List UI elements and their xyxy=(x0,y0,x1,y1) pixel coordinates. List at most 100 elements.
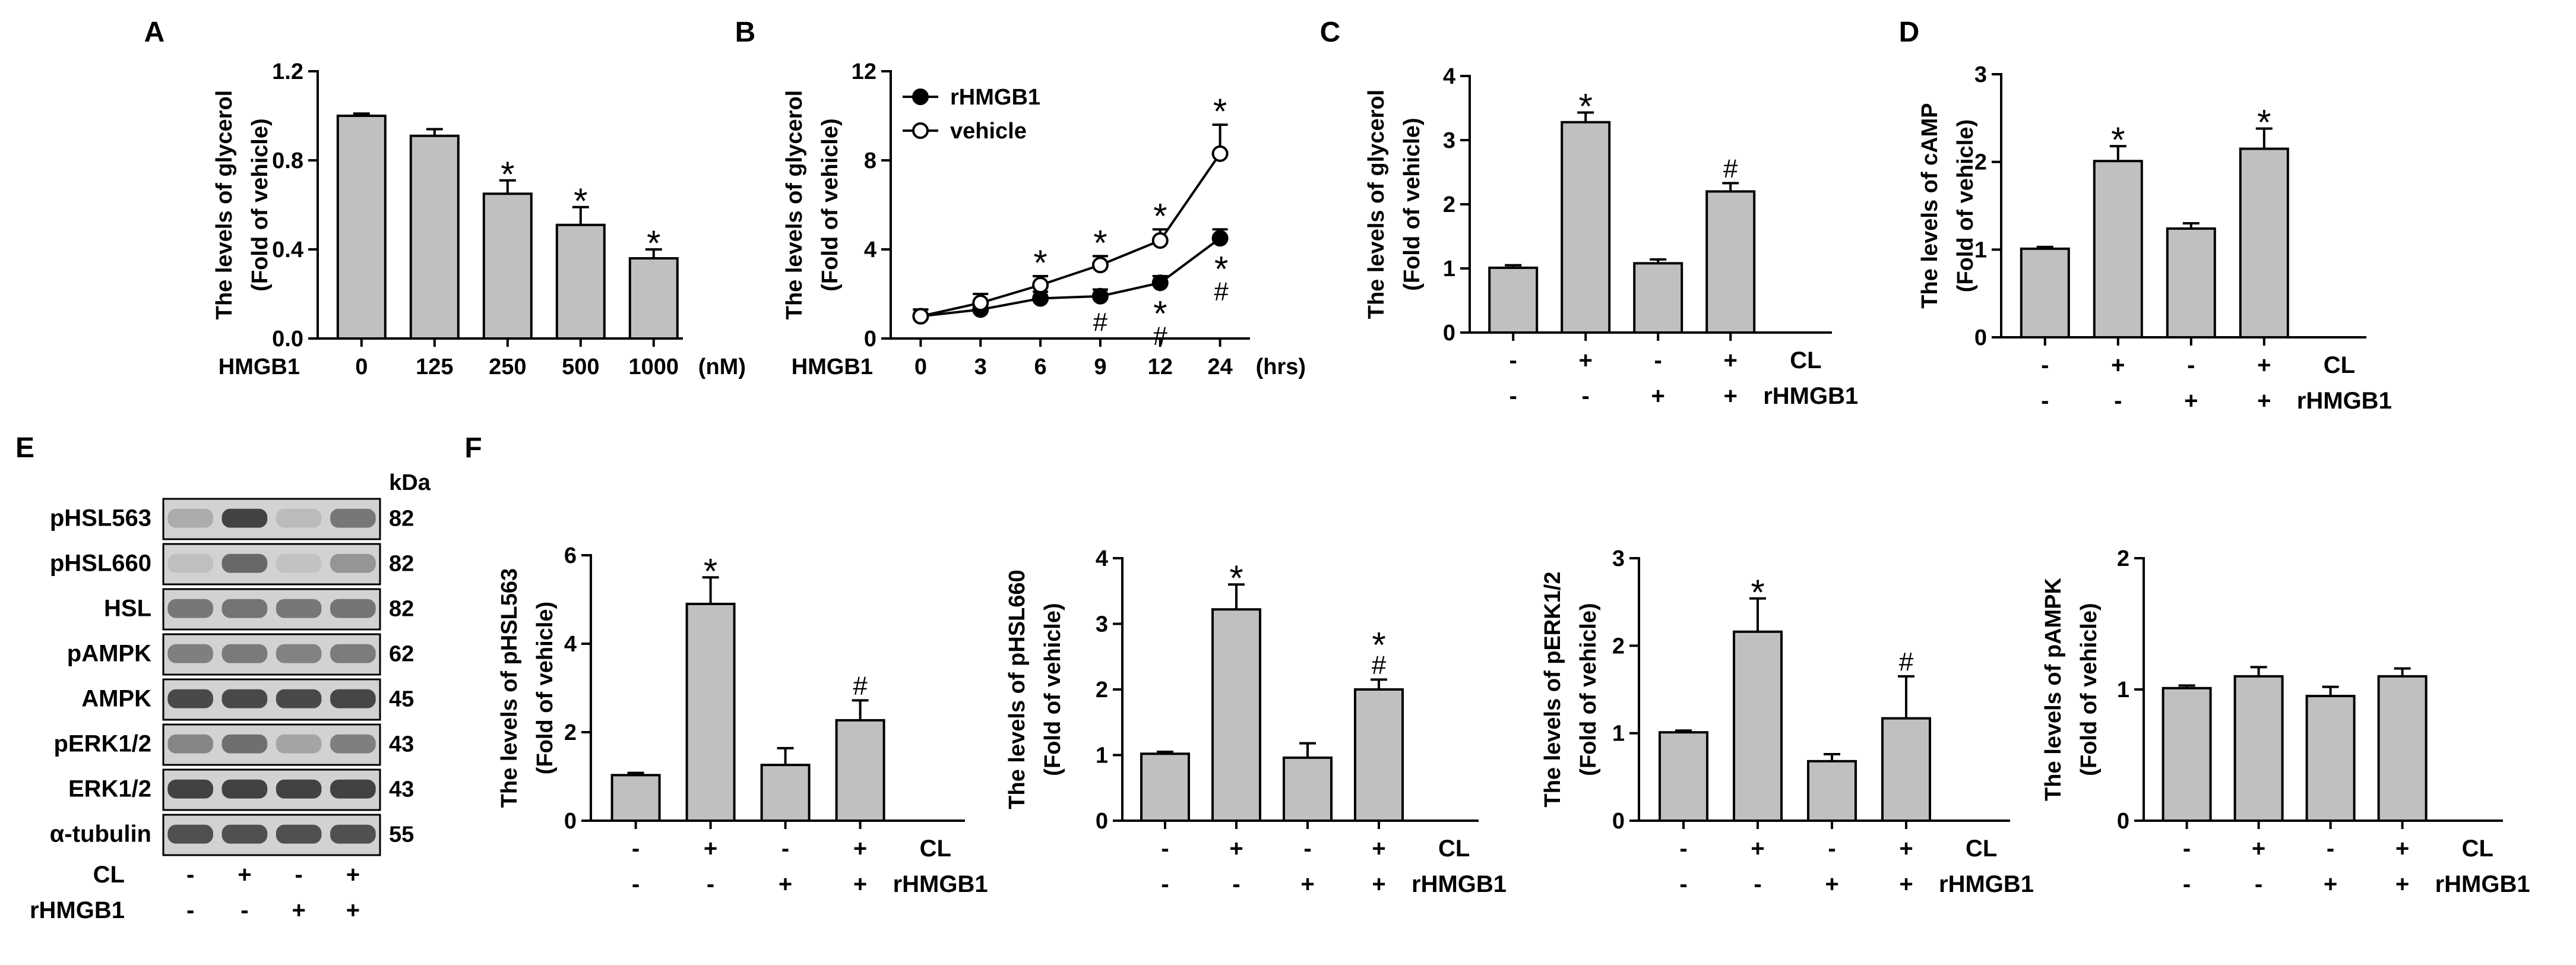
treatment-sign: + xyxy=(1825,871,1838,897)
treatment-sign: + xyxy=(2184,388,2198,414)
blot-kda-value: 55 xyxy=(389,822,414,847)
significance-star: * xyxy=(501,154,514,194)
significance-star: * xyxy=(647,223,660,263)
blot-kda-value: 62 xyxy=(389,642,414,667)
treatment-sign: - xyxy=(2041,352,2049,378)
y-axis-subtitle: (Fold of vehicle) xyxy=(248,118,273,291)
treatment-sign: + xyxy=(1579,347,1593,374)
bar xyxy=(409,134,460,340)
y-tick-label: 3 xyxy=(1096,612,1108,637)
y-axis-subtitle: (Fold of vehicle) xyxy=(1040,603,1065,776)
blot-band xyxy=(330,553,376,573)
y-tick-label: 1 xyxy=(1974,238,1987,262)
treatment-sign: + xyxy=(1229,836,1243,862)
x-tick-label: 500 xyxy=(562,355,599,379)
bar xyxy=(2162,686,2212,822)
panel-label: B xyxy=(735,17,756,48)
treatment-sign: + xyxy=(1651,383,1665,409)
x-tick-label: 9 xyxy=(1094,355,1106,379)
blot-band xyxy=(167,599,213,618)
treatment-sign: - xyxy=(781,836,789,862)
y-tick-label: 1 xyxy=(1612,722,1625,746)
treatment-sign: + xyxy=(853,836,867,862)
y-tick-label: 1.2 xyxy=(272,59,303,84)
blot-band xyxy=(167,508,213,528)
bar xyxy=(2166,227,2216,339)
blot-kda-value: 45 xyxy=(389,687,414,712)
x-axis-title: HMGB1 xyxy=(792,355,873,379)
panel-label: F xyxy=(464,432,482,464)
legend-marker xyxy=(912,88,929,105)
treatment-sign: + xyxy=(2257,352,2271,378)
blot-band xyxy=(276,508,322,528)
bar xyxy=(336,115,387,340)
y-tick-label: 1 xyxy=(1443,257,1455,281)
significance-star: * xyxy=(1751,572,1764,612)
y-tick-label: 4 xyxy=(1443,64,1455,89)
x-axis-title: HMGB1 xyxy=(219,355,300,379)
treatment-sign: - xyxy=(2255,871,2262,897)
treatment-sign: + xyxy=(2395,871,2409,897)
treatment-label-cl: CL xyxy=(1438,836,1470,862)
blot-kda-value: 82 xyxy=(389,507,414,531)
treatment-label-cl: CL xyxy=(93,862,125,888)
blot-band xyxy=(221,644,268,663)
y-axis-subtitle: (Fold of vehicle) xyxy=(1576,603,1601,776)
y-tick-label: 0 xyxy=(1974,325,1987,350)
y-tick-label: 2 xyxy=(1612,634,1625,659)
treatment-sign: - xyxy=(2187,352,2195,378)
treatment-label-rhmgb1: rHMGB1 xyxy=(1763,383,1858,409)
treatment-sign: - xyxy=(1582,383,1590,409)
x-tick-label: 0 xyxy=(355,355,368,379)
significance-star: * xyxy=(1153,293,1167,333)
y-axis-subtitle: (Fold of vehicle) xyxy=(1953,119,1978,292)
treatment-sign: - xyxy=(2183,871,2191,897)
significance-star: * xyxy=(1153,196,1167,236)
bar xyxy=(2239,147,2289,338)
bar xyxy=(2233,675,2284,822)
bar xyxy=(555,223,606,340)
y-tick-label: 6 xyxy=(564,543,577,568)
blot-band xyxy=(330,599,376,618)
significance-star: * xyxy=(1372,625,1385,665)
bar xyxy=(1354,688,1404,822)
treatment-label-cl: CL xyxy=(920,836,951,862)
y-tick-label: 4 xyxy=(864,238,876,262)
data-point xyxy=(972,295,989,311)
blot-row-label: pHSL563 xyxy=(50,505,151,531)
blot-band xyxy=(276,734,322,754)
blot-row-label: pERK1/2 xyxy=(54,731,152,757)
bar xyxy=(1733,630,1783,822)
bar xyxy=(1705,190,1756,334)
treatment-sign: + xyxy=(2395,836,2409,862)
bar xyxy=(1807,760,1857,822)
treatment-sign: - xyxy=(240,897,248,923)
treatment-sign: - xyxy=(1828,836,1836,862)
treatment-sign: + xyxy=(853,871,867,897)
blot-band xyxy=(221,824,268,844)
treatment-sign: - xyxy=(632,871,640,897)
treatment-sign: + xyxy=(2111,352,2125,378)
treatment-sign: - xyxy=(707,871,714,897)
blot-band xyxy=(221,734,268,754)
y-axis-subtitle: (Fold of vehicle) xyxy=(818,118,843,291)
blot-row-label: α-tubulin xyxy=(50,821,151,847)
bar xyxy=(685,602,736,822)
significance-hash: # xyxy=(1723,154,1738,183)
treatment-sign: - xyxy=(1509,347,1517,374)
treatment-sign: + xyxy=(1372,836,1385,862)
blot-band xyxy=(276,824,322,844)
y-axis-title: The levels of glycerol xyxy=(782,90,807,319)
treatment-sign: + xyxy=(1899,871,1913,897)
x-tick-label: 12 xyxy=(1148,355,1173,379)
x-tick-label: 0 xyxy=(914,355,927,379)
y-axis-title: The levels of pAMPK xyxy=(2041,578,2066,801)
y-tick-label: 0.4 xyxy=(272,238,303,262)
treatment-label-cl: CL xyxy=(2462,836,2493,862)
treatment-label-cl: CL xyxy=(2324,352,2355,378)
treatment-sign: + xyxy=(2252,836,2265,862)
blot-band xyxy=(330,734,376,754)
legend-marker xyxy=(912,122,929,139)
blot-row-label: ERK1/2 xyxy=(68,776,151,802)
